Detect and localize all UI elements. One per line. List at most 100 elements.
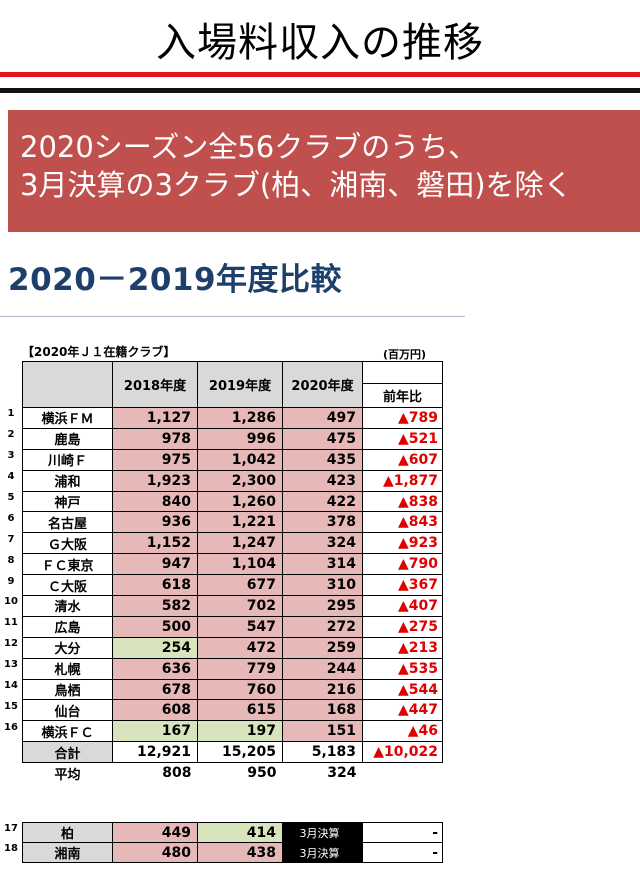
club-label: 清水	[54, 600, 81, 616]
value-2020: 435	[282, 448, 363, 471]
value-2018: 254	[112, 636, 198, 659]
header-club	[22, 361, 113, 408]
header-2018: 2018年度	[112, 361, 198, 408]
value-2019: 547	[197, 615, 283, 638]
row-number: 11	[4, 617, 18, 629]
club-name: 13 札幌	[4, 657, 113, 680]
unit-caption: (百万円)	[383, 348, 427, 361]
value-2019: 2,300	[197, 469, 283, 492]
table-row: 16 横浜ＦＣ 167 197 151 ▲46	[4, 720, 443, 743]
value-2020: 3月決算	[282, 842, 363, 863]
value-diff: -	[362, 822, 443, 843]
excluded-clubs-table: 17 柏 449 414 3月決算 - 18 湘南 480 438 3月決算 -	[4, 822, 443, 863]
value-2020: 168	[282, 699, 363, 722]
row-number: 18	[4, 843, 18, 854]
value-2020: 295	[282, 595, 363, 617]
value-2019: 414	[197, 822, 283, 843]
value-diff: ▲544	[362, 678, 443, 701]
average-2020: 324	[327, 765, 357, 782]
value-diff: ▲407	[362, 595, 443, 617]
club-name: 10 清水	[4, 595, 113, 617]
value-diff: ▲535	[362, 657, 443, 680]
club-name: 5 神戸	[8, 490, 113, 513]
value-diff: ▲447	[362, 699, 443, 722]
table-row: 7 Ｇ大阪 1,152 1,247 324 ▲923	[8, 532, 443, 555]
value-2019: 1,260	[197, 490, 283, 513]
average-2018: 808	[162, 765, 192, 782]
row-number: 15	[4, 700, 18, 712]
value-2018: 582	[112, 595, 198, 617]
value-2019: 1,286	[197, 407, 283, 429]
value-2018: 636	[112, 657, 198, 680]
value-2019: 472	[197, 636, 283, 659]
value-diff: ▲843	[362, 511, 443, 534]
club-label: 広島	[54, 621, 81, 637]
club-name: 17 柏	[4, 822, 113, 843]
club-name: 18 湘南	[4, 842, 113, 863]
value-2019: 1,104	[197, 553, 283, 576]
value-2019: 760	[197, 678, 283, 701]
value-2018: 608	[112, 699, 198, 722]
header-diff: 前年比	[362, 361, 443, 408]
table-row: 6 名古屋 936 1,221 378 ▲843	[8, 511, 443, 534]
black-divider	[0, 88, 640, 93]
value-2020: 475	[282, 427, 363, 450]
value-2020: 324	[282, 532, 363, 555]
club-name: 8 ＦＣ東京	[8, 553, 113, 576]
value-diff: ▲1,877	[362, 469, 443, 492]
value-2019: 779	[197, 657, 283, 680]
row-number: 16	[4, 721, 18, 733]
value-diff: ▲838	[362, 490, 443, 513]
table-caption: 【2020年Ｊ１在籍クラブ】	[22, 345, 176, 359]
table-row: 9 Ｃ大阪 618 677 310 ▲367	[8, 574, 443, 597]
total-row: 合計 12,921 15,205 5,183 ▲10,022	[22, 741, 443, 764]
value-diff: ▲46	[362, 720, 443, 743]
table-row: 15 仙台 608 615 168 ▲447	[4, 699, 443, 722]
row-number: 12	[4, 638, 18, 650]
value-2020: 216	[282, 678, 363, 701]
value-2020: 423	[282, 469, 363, 492]
club-label: 横浜ＦＣ	[41, 725, 94, 741]
total-2019: 15,205	[197, 741, 283, 764]
club-name: 14 鳥栖	[4, 678, 113, 701]
value-2019: 996	[197, 427, 283, 450]
total-2018: 12,921	[112, 741, 198, 764]
value-2019: 702	[197, 595, 283, 617]
total-diff: ▲10,022	[362, 741, 443, 764]
total-label: 合計	[22, 741, 113, 764]
value-2019: 1,221	[197, 511, 283, 534]
club-name: 12 大分	[4, 636, 113, 659]
value-2019: 197	[197, 720, 283, 743]
row-number: 13	[4, 659, 18, 671]
banner-line-2: 3月決算の3クラブ(柏、湘南、磐田)を除く	[20, 168, 573, 202]
red-divider	[0, 72, 640, 77]
info-banner: 2020シーズン全56クラブのうち、 3月決算の3クラブ(柏、湘南、磐田)を除く	[8, 110, 640, 232]
revenue-table: 2018年度 2019年度 2020年度 前年比 1 横浜ＦＭ 1,127 1,286…	[4, 361, 443, 784]
row-number: 10	[4, 596, 18, 608]
value-2018: 840	[112, 490, 198, 513]
table-row: 13 札幌 636 779 244 ▲535	[4, 657, 443, 680]
club-label: 鹿島	[54, 433, 81, 449]
value-2018: 1,127	[112, 407, 198, 429]
club-label: 仙台	[54, 704, 81, 720]
club-label: 大分	[54, 642, 81, 658]
club-label: 札幌	[54, 663, 81, 679]
value-2018: 618	[112, 574, 198, 597]
row-number: 3	[7, 450, 15, 462]
value-2018: 1,152	[112, 532, 198, 555]
club-name: 4 浦和	[8, 469, 113, 492]
club-label: 湘南	[54, 847, 81, 862]
value-2020: 3月決算	[282, 822, 363, 843]
value-diff: ▲607	[362, 448, 443, 471]
table-row: 10 清水 582 702 295 ▲407	[4, 595, 443, 617]
value-diff: ▲923	[362, 532, 443, 555]
value-2019: 677	[197, 574, 283, 597]
club-label: 浦和	[54, 475, 81, 491]
value-diff: ▲367	[362, 574, 443, 597]
club-name: 16 横浜ＦＣ	[4, 720, 113, 743]
page-title: 入場料収入の推移	[156, 20, 484, 66]
row-number: 2	[7, 429, 15, 441]
average-label: 平均	[54, 767, 81, 783]
value-2018: 500	[112, 615, 198, 638]
value-2020: 314	[282, 553, 363, 576]
